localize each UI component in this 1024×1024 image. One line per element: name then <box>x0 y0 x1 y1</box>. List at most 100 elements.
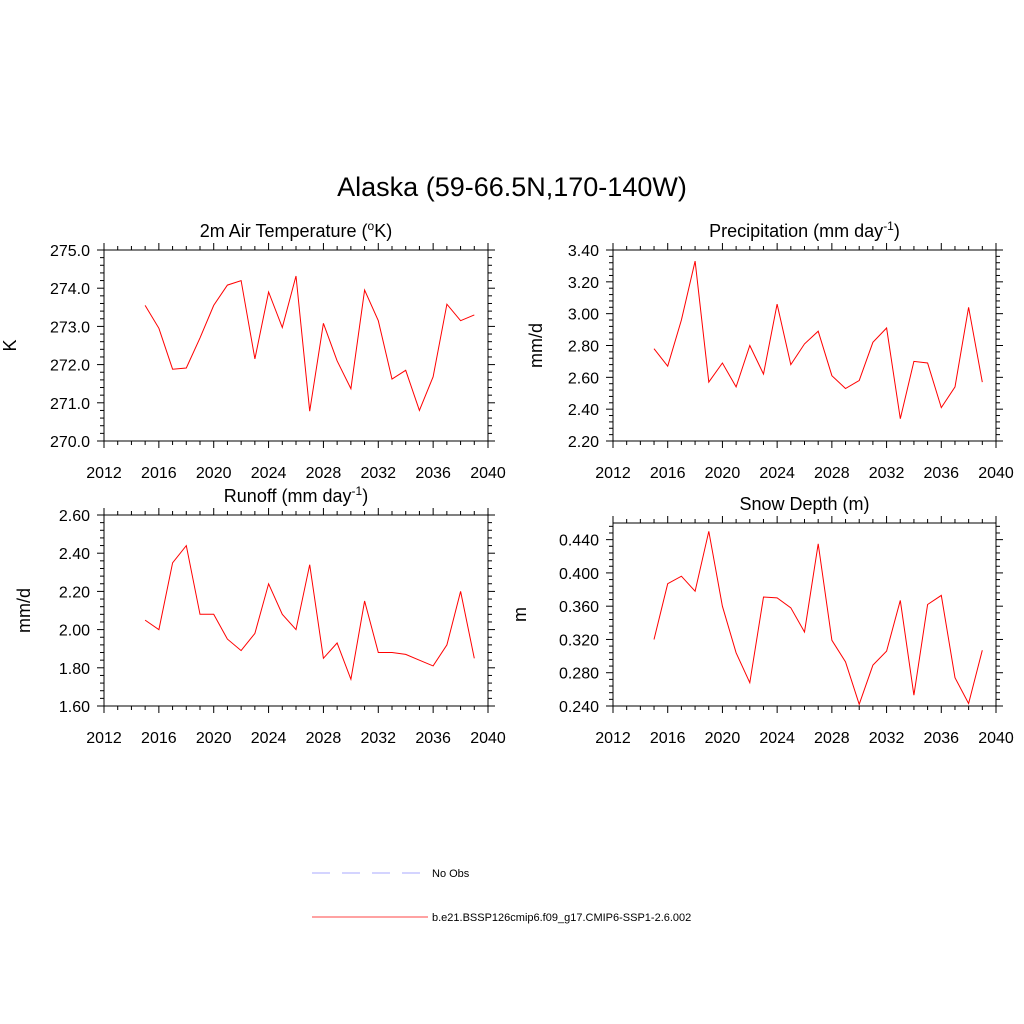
y-tick-label: 3.20 <box>568 275 599 292</box>
title-part: Snow Depth (m) <box>739 494 869 514</box>
x-tick-label: 2032 <box>869 465 905 482</box>
x-tick-label: 2032 <box>360 465 396 482</box>
x-tick-label: 2024 <box>251 730 287 747</box>
panel-title: Precipitation (mm day-1) <box>709 219 900 241</box>
y-tick-label: 0.400 <box>559 566 599 583</box>
plot-frame <box>612 249 997 442</box>
plot-frame <box>612 522 997 707</box>
series-line <box>144 275 475 412</box>
chart-panel-2: Precipitation (mm day-1) 2012 2016 2020 2024… <box>526 219 1014 482</box>
chart-panel-1: 2m Air Temperature (oK) 2012 2016 2020 2024 2… <box>0 219 506 482</box>
series-line <box>144 544 475 682</box>
y-tick-label: 0.240 <box>559 699 599 716</box>
x-tick-label: 2016 <box>141 465 177 482</box>
x-tick-label: 2032 <box>869 730 905 747</box>
y-tick-label: 1.80 <box>59 661 90 678</box>
y-axis-label: mm/d <box>14 588 34 633</box>
x-tick-label: 2012 <box>595 730 631 747</box>
x-tick-label: 2016 <box>650 465 686 482</box>
x-tick-label: 2012 <box>86 730 122 747</box>
y-tick-label: 3.40 <box>568 243 599 260</box>
x-tick-label: 2012 <box>595 465 631 482</box>
y-tick-label: 271.0 <box>50 396 90 413</box>
plot-frame <box>103 514 489 707</box>
x-tick-label: 2036 <box>415 465 451 482</box>
panel-title: 2m Air Temperature (oK) <box>200 219 392 241</box>
title-part: Precipitation (mm day <box>709 221 883 241</box>
y-tick-label: 275.0 <box>50 243 90 260</box>
y-tick-label: 1.60 <box>59 699 90 716</box>
y-ticks <box>606 525 1003 707</box>
x-tick-label: 2028 <box>814 465 850 482</box>
y-tick-label: 2.60 <box>568 370 599 387</box>
x-tick-label: 2020 <box>196 730 232 747</box>
y-ticks <box>97 514 495 707</box>
y-tick-label: 0.440 <box>559 533 599 550</box>
panel-title: Runoff (mm day-1) <box>224 484 368 506</box>
x-tick-label: 2040 <box>470 465 506 482</box>
x-ticks <box>103 508 489 713</box>
y-axis-label: K <box>0 339 20 351</box>
y-tick-label: 0.360 <box>559 599 599 616</box>
title-superscript: o <box>368 219 375 233</box>
x-tick-label: 2024 <box>251 465 287 482</box>
main-title: Alaska (59-66.5N,170-140W) <box>337 172 687 202</box>
y-tick-label: 2.80 <box>568 339 599 356</box>
x-tick-label: 2028 <box>306 465 342 482</box>
title-part: K) <box>374 221 392 241</box>
x-tick-label: 2028 <box>814 730 850 747</box>
y-tick-label: 273.0 <box>50 319 90 336</box>
y-tick-label: 2.40 <box>568 402 599 419</box>
y-ticks <box>97 249 495 442</box>
x-tick-label: 2036 <box>415 730 451 747</box>
panel-title: Snow Depth (m) <box>739 494 869 514</box>
y-tick-label: 2.20 <box>59 584 90 601</box>
x-tick-label: 2036 <box>923 465 959 482</box>
y-tick-label: 270.0 <box>50 434 90 451</box>
x-tick-label: 2020 <box>196 465 232 482</box>
y-tick-label: 0.320 <box>559 632 599 649</box>
x-tick-label: 2012 <box>86 465 122 482</box>
title-superscript: -1 <box>352 484 363 498</box>
y-tick-label: 2.40 <box>59 546 90 563</box>
title-part: Runoff (mm day <box>224 486 352 506</box>
x-tick-label: 2040 <box>978 730 1014 747</box>
y-tick-label: 2.20 <box>568 434 599 451</box>
x-tick-label: 2036 <box>923 730 959 747</box>
chart-panels: 2m Air Temperature (oK)2012 2016 2020 2024 2… <box>0 219 1014 747</box>
x-ticks <box>612 516 997 713</box>
y-tick-label: 0.280 <box>559 666 599 683</box>
x-tick-label: 2024 <box>759 465 795 482</box>
x-tick-label: 2040 <box>470 730 506 747</box>
chart-panel-3: Runoff (mm day-1) 2012 2016 2020 2024 2028 203… <box>14 484 506 747</box>
chart-panel-4: Snow Depth (m) 2012 2016 2020 2024 2028 2032 20… <box>510 494 1014 747</box>
x-ticks <box>612 243 997 448</box>
x-tick-label: 2016 <box>650 730 686 747</box>
x-tick-label: 2020 <box>705 730 741 747</box>
title-superscript: -1 <box>883 219 894 233</box>
x-tick-label: 2040 <box>978 465 1014 482</box>
y-tick-label: 2.00 <box>59 623 90 640</box>
x-tick-label: 2028 <box>306 730 342 747</box>
x-ticks <box>103 243 489 448</box>
y-axis-label: m <box>510 607 530 622</box>
x-tick-label: 2020 <box>705 465 741 482</box>
x-tick-label: 2032 <box>360 730 396 747</box>
y-axis-label: mm/d <box>526 323 546 368</box>
x-tick-label: 2024 <box>759 730 795 747</box>
x-tick-label: 2016 <box>141 730 177 747</box>
title-part: ) <box>894 221 900 241</box>
title-part: 2m Air Temperature ( <box>200 221 368 241</box>
series-line <box>653 531 983 706</box>
legend: No Obs b.e21.BSSP126cmip6.f09_g17.CMIP6-S… <box>312 868 691 924</box>
y-ticks <box>606 249 1003 442</box>
series-line <box>653 260 983 419</box>
y-tick-label: 272.0 <box>50 358 90 375</box>
y-tick-label: 274.0 <box>50 281 90 298</box>
title-part: ) <box>362 486 368 506</box>
legend-label-1: No Obs <box>432 868 470 880</box>
y-tick-label: 3.00 <box>568 307 599 324</box>
y-tick-label: 2.60 <box>59 508 90 525</box>
legend-label-2: b.e21.BSSP126cmip6.f09_g17.CMIP6-SSP1-2.… <box>432 912 691 924</box>
